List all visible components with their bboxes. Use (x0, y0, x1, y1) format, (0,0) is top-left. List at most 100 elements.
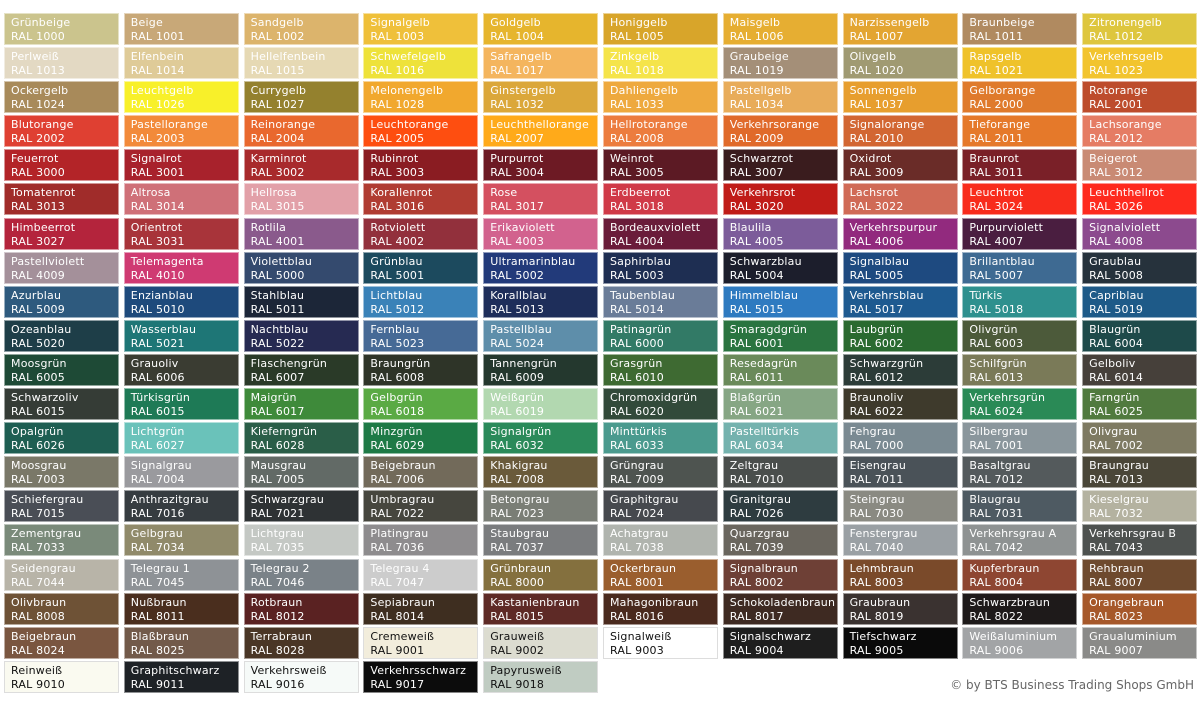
swatch-code: RAL 2001 (1089, 98, 1144, 112)
color-swatch: Hellrosa RAL 3015 (243, 183, 359, 216)
swatch-name: Beigebraun (11, 629, 77, 643)
swatch-name: Graublau (1089, 254, 1142, 268)
swatch-code: RAL 4006 (849, 234, 904, 248)
swatch-name: Beige (130, 16, 163, 29)
color-swatch: Dahliengelb RAL 1033 (602, 81, 718, 114)
swatch-code: RAL 5011 (250, 302, 305, 316)
swatch-code: RAL 6019 (490, 405, 545, 419)
swatch-name: Patinagrün (609, 322, 672, 336)
color-swatch: Sonnengelb RAL 1037 (842, 81, 958, 114)
color-swatch: Moosgrün RAL 6005 (4, 353, 119, 386)
swatch-name: Lichtblau (370, 288, 423, 302)
color-swatch: Beige RAL 1001 (123, 13, 239, 45)
swatch-code: RAL 1013 (11, 64, 65, 78)
swatch-name: Goldgelb (490, 16, 541, 29)
swatch-name: Moosgrau (11, 459, 67, 473)
color-swatch: Verkehrsgrün RAL 6024 (962, 388, 1078, 421)
color-swatch: Grünbeige RAL 1000 (4, 13, 119, 45)
swatch-name: Telegrau 2 (250, 561, 310, 575)
swatch-name: Rotviolett (370, 220, 426, 234)
color-swatch: Ultramarinblau RAL 5002 (483, 251, 599, 284)
color-swatch: Graphitgrau RAL 7024 (602, 490, 718, 523)
swatch-name: Blutorange (11, 118, 74, 132)
swatch-name: Brillantblau (969, 254, 1035, 268)
swatch-code: RAL 8015 (490, 609, 545, 623)
swatch-code: RAL 1014 (130, 64, 185, 78)
swatch-code: RAL 6004 (1089, 336, 1144, 350)
swatch-code: RAL 7031 (969, 507, 1024, 521)
color-swatch: Stahlblau RAL 5011 (243, 285, 359, 318)
color-swatch: Türkisgrün RAL 6015 (123, 388, 239, 421)
color-swatch: Schilfgrün RAL 6013 (962, 353, 1078, 386)
swatch-name: Schilfgrün (969, 356, 1027, 370)
swatch-code: RAL 7042 (969, 541, 1024, 555)
swatch-code: RAL 7000 (849, 439, 904, 453)
swatch-name: Feuerrot (11, 152, 59, 166)
color-swatch: Rotviolett RAL 4002 (363, 217, 479, 250)
swatch-code: RAL 6015 (130, 405, 185, 419)
color-swatch: Currygelb RAL 1027 (243, 81, 359, 114)
swatch-name: Rubinrot (370, 152, 419, 166)
swatch-name: Mausgrau (250, 459, 307, 473)
color-swatch: Gelboliv RAL 6014 (1082, 353, 1198, 386)
color-swatch: Lachsrot RAL 3022 (842, 183, 958, 216)
swatch-code: RAL 9005 (849, 643, 904, 657)
swatch-name: Signalrot (130, 152, 182, 166)
swatch-code: RAL 8024 (11, 643, 65, 657)
swatch-code: RAL 6006 (130, 370, 185, 384)
swatch-code: RAL 2002 (11, 132, 65, 146)
swatch-code: RAL 9007 (1089, 643, 1144, 657)
swatch-name: Ozeanblau (11, 322, 72, 336)
color-swatch: Signalviolett RAL 4008 (1082, 217, 1198, 250)
color-swatch: Blaugrau RAL 7031 (962, 490, 1078, 523)
swatch-name: Verkehrsgrau B (1089, 527, 1177, 541)
swatch-name: Leuchthellrot (1089, 186, 1164, 200)
color-swatch: Ginstergelb RAL 1032 (483, 81, 599, 114)
swatch-code: RAL 7043 (1089, 541, 1144, 555)
swatch-name: Ginstergelb (490, 84, 556, 98)
swatch-code: RAL 8028 (250, 643, 305, 657)
swatch-code: RAL 2007 (490, 132, 545, 146)
swatch-name: Signalgrau (130, 459, 192, 473)
swatch-name: Braungrün (370, 356, 431, 370)
swatch-code: RAL 8022 (969, 609, 1024, 623)
swatch-code: RAL 9001 (370, 643, 425, 657)
swatch-code: RAL 6022 (849, 405, 904, 419)
swatch-name: Rose (490, 186, 518, 200)
swatch-code: RAL 6013 (969, 370, 1024, 384)
swatch-name: Melonengelb (370, 84, 444, 98)
color-swatch: Oxidrot RAL 3009 (842, 149, 958, 182)
swatch-name: Fenstergrau (849, 527, 918, 541)
color-swatch: Grauoliv RAL 6006 (123, 353, 239, 386)
color-swatch: Altrosa RAL 3014 (123, 183, 239, 216)
color-swatch: Blaßgrün RAL 6021 (722, 388, 838, 421)
swatch-name: Honiggelb (609, 16, 668, 29)
swatch-name: Stahlblau (250, 288, 305, 302)
swatch-name: Lichtgrün (130, 425, 185, 439)
color-swatch: Grüngrau RAL 7009 (602, 456, 718, 489)
swatch-name: Oxidrot (849, 152, 892, 166)
swatch-code: RAL 6008 (370, 370, 425, 384)
swatch-name: Rotbraun (250, 595, 303, 609)
swatch-name: Lachsrot (849, 186, 899, 200)
swatch-name: Gelbgrün (370, 391, 423, 405)
swatch-code: RAL 1018 (609, 64, 664, 78)
color-swatch: Lehmbraun RAL 8003 (842, 558, 958, 591)
swatch-code: RAL 7046 (250, 575, 305, 589)
swatch-code: RAL 5012 (370, 302, 425, 316)
swatch-code: RAL 3020 (729, 200, 784, 214)
swatch-name: Resedagrün (729, 356, 798, 370)
swatch-name: Ultramarinblau (490, 254, 576, 268)
color-swatch: Moosgrau RAL 7003 (4, 456, 119, 489)
swatch-name: Elfenbein (130, 50, 184, 64)
color-swatch: Signalorange RAL 2010 (842, 115, 958, 148)
color-swatch: Karminrot RAL 3002 (243, 149, 359, 182)
swatch-code: RAL 8014 (370, 609, 425, 623)
swatch-name: Fernblau (370, 322, 420, 336)
swatch-code: RAL 2004 (250, 132, 305, 146)
color-swatch: Leuchtorange RAL 2005 (363, 115, 479, 148)
swatch-name: Grünbeige (11, 16, 71, 29)
ral-color-grid: Grünbeige RAL 1000 Beige RAL 1001 Sandgelb RA… (4, 13, 1198, 693)
swatch-name: Graualuminium (1089, 629, 1177, 643)
swatch-code: RAL 3022 (849, 200, 904, 214)
